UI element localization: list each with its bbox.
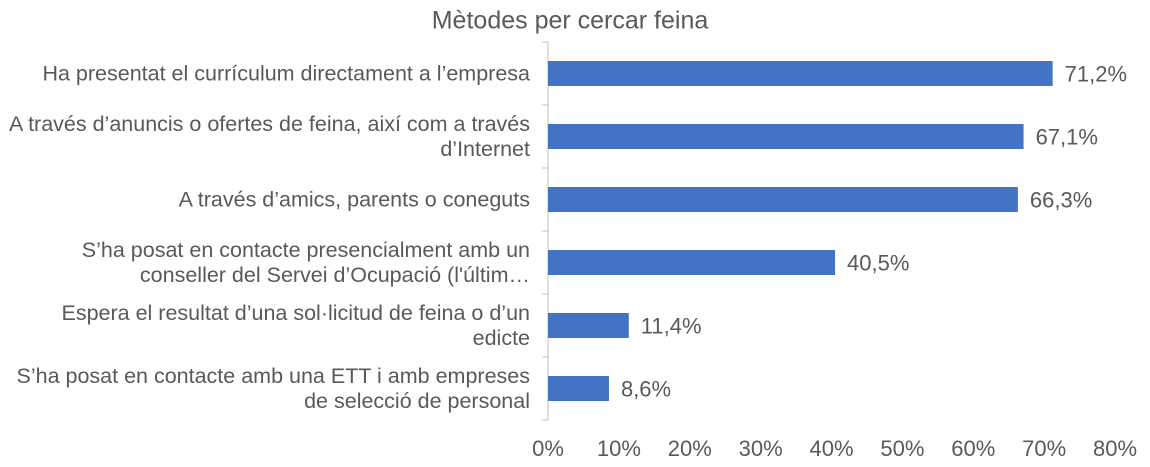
bar: [548, 250, 836, 275]
x-tick-label: 40%: [809, 436, 853, 461]
category-label: Espera el resultat d’una sol·licitud de …: [61, 300, 530, 350]
value-label: 66,3%: [1030, 187, 1092, 212]
category-label: S’ha posat en contacte presencialment am…: [81, 237, 530, 287]
x-tick-label: 20%: [668, 436, 712, 461]
category-label: A través d’amics, parents o coneguts: [178, 187, 530, 211]
x-tick-label: 80%: [1093, 436, 1137, 461]
x-tick-label: 60%: [951, 436, 995, 461]
bar: [548, 313, 629, 338]
chart-title: Mètodes per cercar feina: [432, 7, 709, 35]
x-tick-label: 70%: [1022, 436, 1066, 461]
bar: [548, 376, 609, 401]
bar: [548, 61, 1053, 86]
value-label: 71,2%: [1065, 61, 1127, 86]
x-tick-label: 0%: [532, 436, 564, 461]
value-label: 40,5%: [847, 250, 909, 275]
category-label: S’ha posat en contacte amb una ETT i amb…: [16, 363, 531, 413]
x-tick-label: 30%: [739, 436, 783, 461]
bar: [548, 124, 1024, 149]
x-tick-label: 50%: [880, 436, 924, 461]
x-tick-label: 10%: [597, 436, 641, 461]
value-label: 11,4%: [641, 313, 702, 338]
category-label: Ha presentat el currículum directament a…: [42, 61, 530, 85]
value-label: 67,1%: [1036, 124, 1098, 149]
value-label: 8,6%: [621, 376, 671, 401]
category-label: A través d’anuncis o ofertes de feina, a…: [8, 111, 530, 161]
bar: [548, 187, 1018, 212]
